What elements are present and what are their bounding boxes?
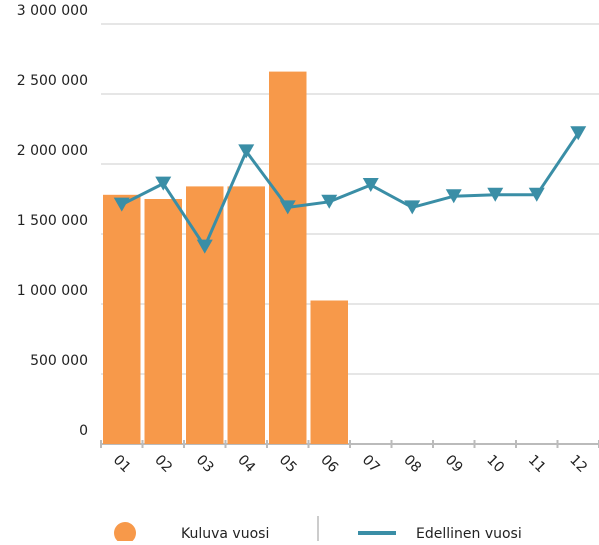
line-marker bbox=[445, 189, 462, 204]
x-tick-label: 11 bbox=[525, 452, 549, 476]
bar bbox=[310, 300, 348, 444]
bar bbox=[269, 71, 307, 444]
x-tick-label: 05 bbox=[276, 452, 300, 476]
x-tick-label: 04 bbox=[234, 452, 258, 476]
x-tick-label: 06 bbox=[317, 452, 341, 476]
line-marker bbox=[487, 187, 504, 202]
x-tick-label: 12 bbox=[566, 452, 590, 476]
line-marker bbox=[404, 200, 421, 215]
bar bbox=[144, 199, 182, 444]
bar bbox=[227, 186, 265, 444]
y-tick-label: 3 000 000 bbox=[17, 3, 88, 19]
legend-label: Kuluva vuosi bbox=[181, 526, 269, 541]
line-marker bbox=[570, 126, 587, 141]
bar bbox=[103, 194, 141, 444]
x-tick-label: 09 bbox=[442, 452, 466, 476]
line-marker bbox=[528, 187, 545, 202]
line-marker bbox=[113, 197, 130, 212]
y-tick-label: 2 000 000 bbox=[17, 143, 88, 159]
y-tick-label: 1 000 000 bbox=[17, 283, 88, 299]
y-tick-label: 2 500 000 bbox=[17, 73, 88, 89]
line-marker bbox=[321, 194, 338, 209]
line-marker bbox=[279, 200, 296, 215]
x-tick-label: 07 bbox=[359, 452, 383, 476]
y-tick-label: 1 500 000 bbox=[17, 213, 88, 229]
x-tick-label: 02 bbox=[151, 452, 175, 476]
legend-label: Edellinen vuosi bbox=[416, 526, 522, 541]
line-marker bbox=[238, 144, 255, 159]
line-marker bbox=[362, 178, 379, 192]
legend-swatch bbox=[114, 522, 136, 544]
y-tick-label: 500 000 bbox=[30, 353, 88, 369]
x-tick-label: 03 bbox=[193, 452, 217, 476]
line-marker bbox=[196, 239, 213, 254]
line-marker bbox=[155, 176, 172, 191]
line bbox=[121, 132, 580, 250]
y-tick-label: 0 bbox=[79, 423, 88, 439]
x-tick-label: 01 bbox=[110, 452, 134, 476]
x-tick-label: 10 bbox=[483, 452, 507, 476]
x-tick-label: 08 bbox=[400, 452, 424, 476]
